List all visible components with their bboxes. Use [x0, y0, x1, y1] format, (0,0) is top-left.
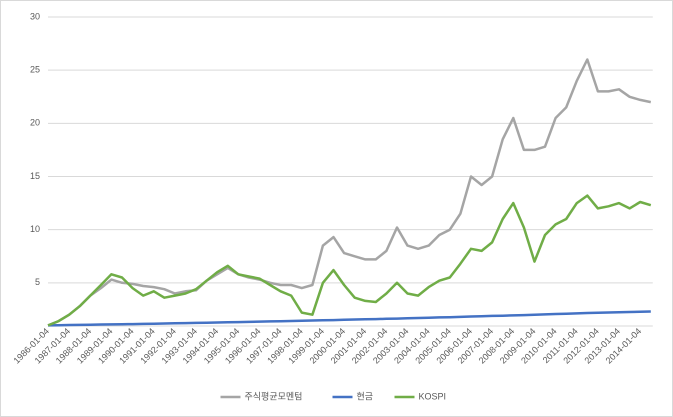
- series-line: [47, 194, 652, 327]
- series-line: [47, 58, 652, 327]
- y-tick-label: 5: [35, 277, 40, 287]
- y-tick-label: 15: [30, 171, 40, 181]
- series-line: [47, 310, 651, 327]
- legend-label: KOSPI: [419, 391, 447, 401]
- y-tick-label: 30: [30, 11, 40, 21]
- y-tick-label: 10: [30, 224, 40, 234]
- y-tick-label: 25: [30, 65, 40, 75]
- y-tick-label: 20: [30, 118, 40, 128]
- legend-label: 주식평균모멘텀: [245, 390, 303, 401]
- legend: 주식평균모멘텀 현금 KOSPI: [220, 390, 447, 401]
- legend-label: 현금: [357, 391, 374, 401]
